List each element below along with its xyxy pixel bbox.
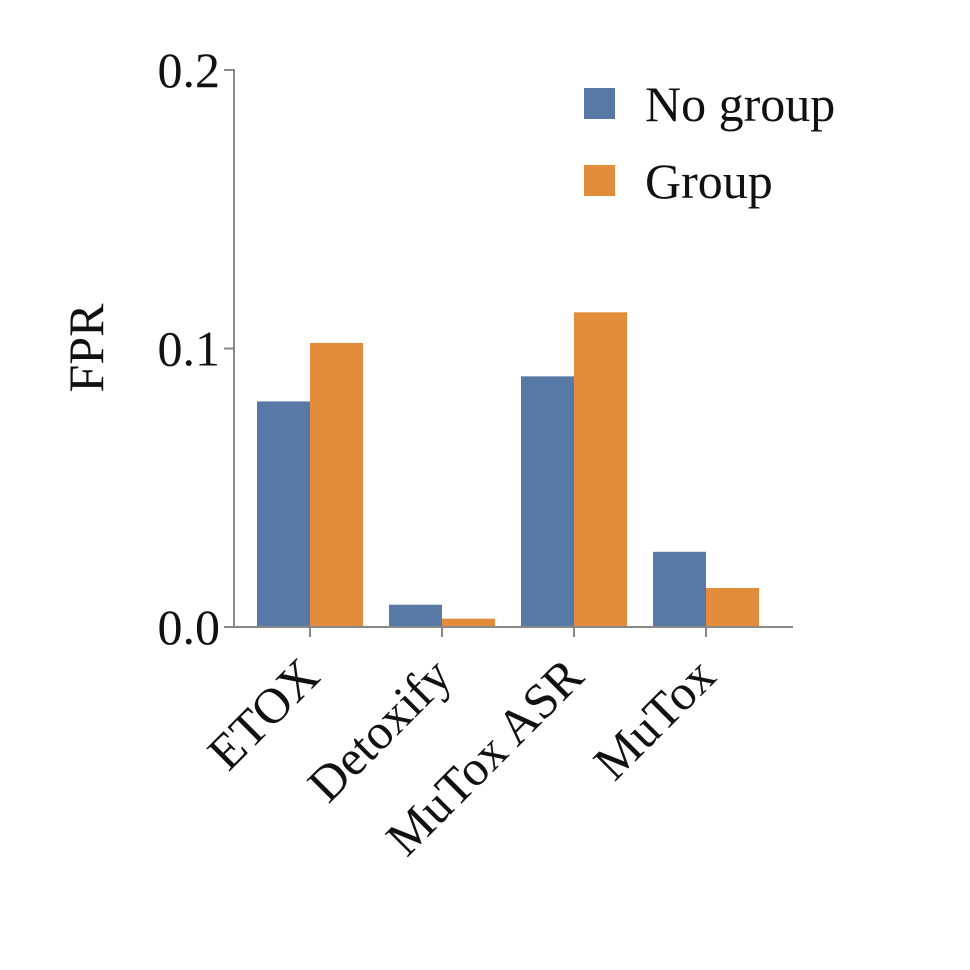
- legend-swatch: [584, 165, 615, 196]
- bar-mutox-no-group: [653, 551, 706, 627]
- y-tick-label: 0.1: [158, 321, 221, 377]
- bar-mutox-group: [706, 588, 759, 627]
- legend-label: No group: [645, 76, 835, 132]
- bar-detoxify-no-group: [389, 604, 442, 627]
- bar-mutox-asr-no-group: [521, 376, 574, 627]
- y-ticks: 0.0 0.1 0.2: [158, 42, 234, 655]
- bar-etox-no-group: [257, 401, 310, 627]
- bar-mutox-asr-group: [574, 312, 627, 627]
- bar-detoxify-group: [442, 618, 495, 627]
- legend: No group Group: [584, 76, 835, 209]
- x-tick-label: MuTox: [583, 647, 726, 790]
- y-tick-label: 0.2: [158, 42, 221, 98]
- bar-etox-group: [310, 342, 363, 627]
- y-tick-label: 0.0: [158, 599, 221, 655]
- bars-layer: [257, 312, 759, 627]
- y-axis-title: FPR: [58, 303, 114, 393]
- legend-swatch: [584, 88, 615, 119]
- legend-label: Group: [645, 153, 773, 209]
